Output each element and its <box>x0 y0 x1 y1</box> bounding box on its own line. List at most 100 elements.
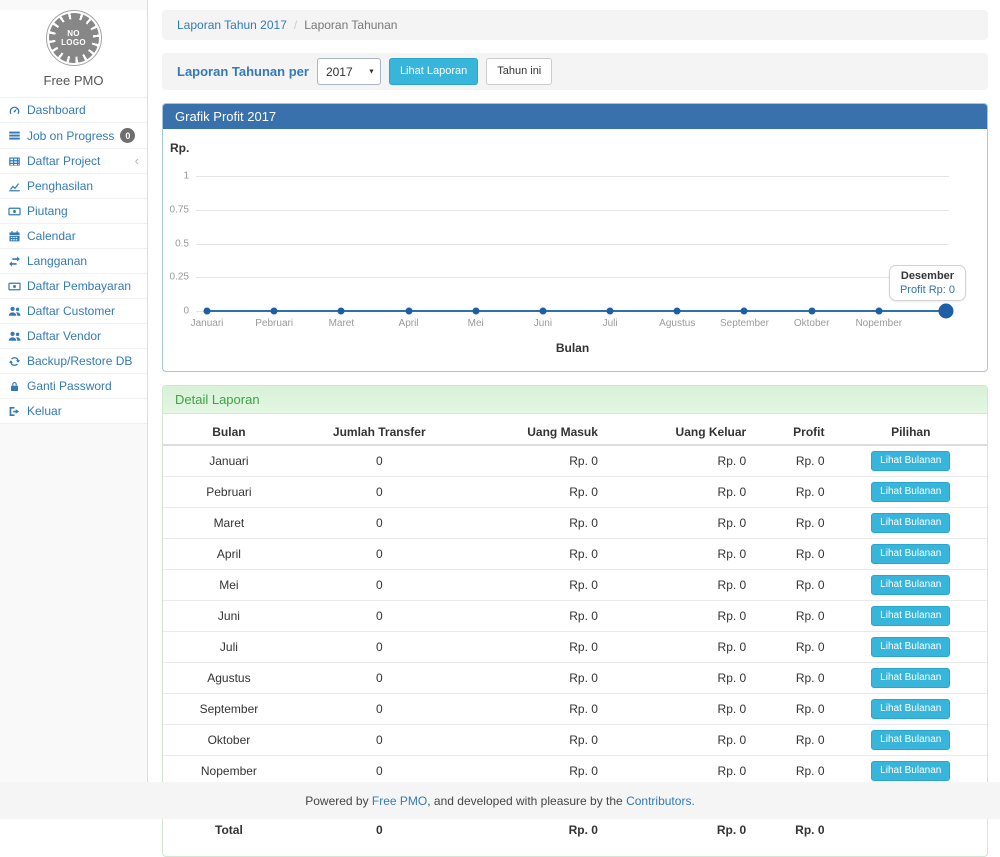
cell-pilihan: Lihat Bulanan <box>834 445 987 477</box>
sidebar-item-label: Daftar Customer <box>27 304 116 318</box>
tahun-ini-button[interactable]: Tahun ini <box>486 57 553 86</box>
table-body: Januari 0 Rp. 0 Rp. 0 Rp. 0 Lihat Bulanan Pebr… <box>163 445 987 842</box>
lihat-bulanan-button[interactable]: Lihat Bulanan <box>871 606 951 626</box>
lihat-bulanan-button[interactable]: Lihat Bulanan <box>871 699 951 719</box>
lihat-bulanan-button[interactable]: Lihat Bulanan <box>871 451 951 471</box>
x-axis-title: Bulan <box>555 341 590 355</box>
sidebar-item-piutang[interactable]: Piutang <box>0 199 147 224</box>
lihat-bulanan-button[interactable]: Lihat Bulanan <box>871 575 951 595</box>
cell-uang_keluar: Rp. 0 <box>607 662 757 694</box>
page-footer: Powered by Free PMO, and developed with … <box>0 782 1000 819</box>
profit-series-line <box>206 310 946 312</box>
cell-pilihan: Lihat Bulanan <box>834 569 987 601</box>
x-tick-label: April <box>398 318 419 329</box>
table-total-row: Total 0 Rp. 0 Rp. 0 Rp. 0 <box>163 818 987 843</box>
sidebar-item-langganan[interactable]: Langganan <box>0 249 147 274</box>
sidebar-item-dashboard[interactable]: Dashboard <box>0 97 147 123</box>
footer-link-free-pmo[interactable]: Free PMO <box>371 793 428 808</box>
sidebar-item-daftar-project[interactable]: Daftar Project ‹ <box>0 149 147 174</box>
breadcrumb-current: Laporan Tahunan <box>304 18 398 32</box>
cell-bulan: Pebruari <box>163 476 295 508</box>
data-point-desember[interactable] <box>938 303 954 319</box>
cell-bulan: Nopember <box>163 755 295 787</box>
cell-bulan: September <box>163 693 295 725</box>
detail-table-wrap: Bulan Jumlah Transfer Uang Masuk Uang Kelua… <box>163 414 987 856</box>
cell-bulan: Oktober <box>163 724 295 756</box>
sidebar-item-label: Backup/Restore DB <box>27 354 133 368</box>
year-select[interactable]: 2017 <box>316 58 381 85</box>
detail-laporan-panel: Detail Laporan Bulan Jumlah Transfer Uang … <box>162 385 988 857</box>
cell-uang_keluar: Rp. 0 <box>607 445 757 477</box>
sidebar-item-keluar[interactable]: Keluar <box>0 399 147 424</box>
cell-bulan: Januari <box>163 445 295 477</box>
cell-uang_masuk: Rp. 0 <box>463 631 608 663</box>
cell-pilihan: Lihat Bulanan <box>834 507 987 539</box>
lihat-bulanan-button[interactable]: Lihat Bulanan <box>871 482 951 502</box>
cell-bulan: Agustus <box>163 662 295 694</box>
data-point-januari[interactable] <box>203 307 211 315</box>
data-point-april[interactable] <box>405 307 413 315</box>
data-point-maret[interactable] <box>337 307 345 315</box>
chart-panel-title: Grafik Profit 2017 <box>163 104 987 129</box>
sidebar-item-calendar[interactable]: Calendar <box>0 224 147 249</box>
data-point-pebruari[interactable] <box>270 307 278 315</box>
column-header: Bulan <box>163 420 295 446</box>
cell-uang_keluar: Rp. 0 <box>607 693 757 725</box>
data-point-nopember[interactable] <box>875 307 883 315</box>
sidebar-item-backup-restore-db[interactable]: Backup/Restore DB <box>0 349 147 374</box>
sidebar-item-label: Dashboard <box>27 103 86 117</box>
sidebar-item-daftar-customer[interactable]: Daftar Customer <box>0 299 147 324</box>
data-point-september[interactable] <box>740 307 748 315</box>
x-tick-label: Juni <box>533 318 553 329</box>
cell-uang_masuk: Rp. 0 <box>463 538 608 570</box>
footer-link-contributors[interactable]: Contributors. <box>626 793 695 808</box>
filter-label: Laporan Tahunan per <box>177 64 309 79</box>
sidebar-item-label: Daftar Project <box>27 154 101 168</box>
cell-pilihan: Lihat Bulanan <box>834 693 987 725</box>
x-tick-label: September <box>719 318 769 329</box>
brand-name: Free PMO <box>43 73 104 88</box>
cell-jumlah_transfer: 0 <box>294 507 464 539</box>
sidebar-item-daftar-vendor[interactable]: Daftar Vendor <box>0 324 147 349</box>
sidebar-menu: Dashboard Job on Progress 0 Daftar Project ‹… <box>0 97 147 424</box>
table-row: September 0 Rp. 0 Rp. 0 Rp. 0 Lihat Bulanan <box>163 693 987 725</box>
sidebar-item-label: Penghasilan <box>27 179 94 193</box>
lihat-bulanan-button[interactable]: Lihat Bulanan <box>871 544 951 564</box>
money-icon <box>8 205 21 218</box>
cell-uang_masuk: Rp. 0 <box>463 507 608 539</box>
report-filter-bar: Laporan Tahunan per 2017 Lihat Laporan T… <box>162 53 988 90</box>
sidebar-item-job-on-progress[interactable]: Job on Progress 0 <box>0 123 147 149</box>
lihat-bulanan-button[interactable]: Lihat Bulanan <box>871 730 951 750</box>
cell-profit: Rp. 0 <box>756 662 835 694</box>
sidebar-item-label: Calendar <box>27 229 76 243</box>
sidebar-item-penghasilan[interactable]: Penghasilan <box>0 174 147 199</box>
data-point-juni[interactable] <box>539 307 547 315</box>
cell-uang_keluar: Rp. 0 <box>607 631 757 663</box>
sidebar-item-label: Piutang <box>27 204 68 218</box>
x-tick-label: Oktober <box>793 318 830 329</box>
data-point-juli[interactable] <box>606 307 614 315</box>
data-point-oktober[interactable] <box>808 307 816 315</box>
lihat-bulanan-button[interactable]: Lihat Bulanan <box>871 761 951 781</box>
cell-bulan: Maret <box>163 507 295 539</box>
table-row: Maret 0 Rp. 0 Rp. 0 Rp. 0 Lihat Bulanan <box>163 507 987 539</box>
data-point-agustus[interactable] <box>673 307 681 315</box>
cell-jumlah_transfer: 0 <box>294 538 464 570</box>
lihat-bulanan-button[interactable]: Lihat Bulanan <box>871 668 951 688</box>
breadcrumb-separator: / <box>293 18 298 32</box>
lihat-laporan-button[interactable]: Lihat Laporan <box>388 57 479 86</box>
cell-profit: Rp. 0 <box>756 631 835 663</box>
lihat-bulanan-button[interactable]: Lihat Bulanan <box>871 637 951 657</box>
data-point-mei[interactable] <box>472 307 480 315</box>
cell-uang_masuk: Rp. 0 <box>463 445 608 477</box>
gridline <box>196 277 949 279</box>
sidebar-item-daftar-pembayaran[interactable]: Daftar Pembayaran <box>0 274 147 299</box>
chart-tooltip: Desember Profit Rp: 0 <box>888 265 966 301</box>
cell-uang_masuk: Rp. 0 <box>463 569 608 601</box>
breadcrumb-link-laporan-tahun[interactable]: Laporan Tahun 2017 <box>177 18 287 32</box>
cell-uang_masuk: Rp. 0 <box>463 693 608 725</box>
sidebar-item-ganti-password[interactable]: Ganti Password <box>0 374 147 399</box>
profit-chart-panel: Grafik Profit 2017 Rp. Bulan 1 0.75 0.5 0.2… <box>162 103 988 372</box>
money-icon <box>8 280 21 293</box>
lihat-bulanan-button[interactable]: Lihat Bulanan <box>871 513 951 533</box>
